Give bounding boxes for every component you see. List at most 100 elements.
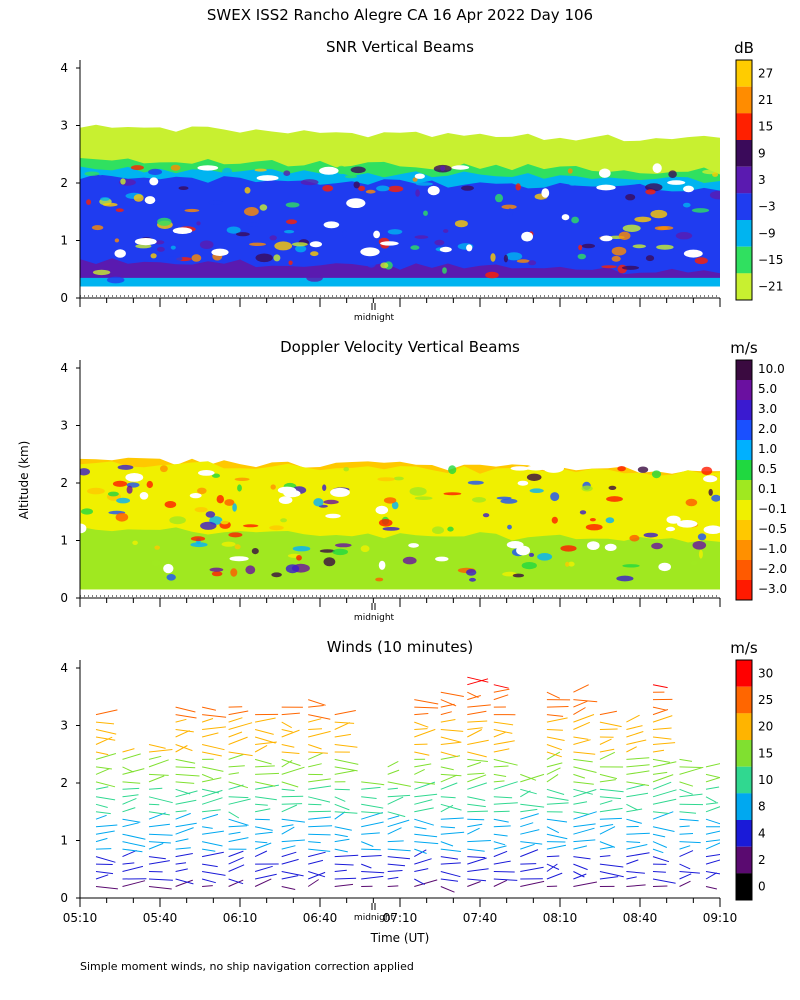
wind-barb — [414, 706, 439, 709]
wind-barb — [546, 788, 565, 795]
heatmap-cell — [232, 503, 237, 512]
heatmap-cell — [322, 185, 334, 192]
wind-barb — [255, 772, 280, 775]
colorbar-label: 3 — [758, 173, 766, 187]
wind-barb — [626, 757, 650, 760]
wind-barb — [95, 736, 116, 741]
wind-barb — [467, 868, 489, 872]
wind-barb — [652, 856, 670, 863]
wind-barb — [546, 706, 569, 708]
wind-barb — [387, 848, 411, 852]
colorbar-label: −2.0 — [758, 562, 787, 576]
wind-barb — [440, 848, 461, 852]
wind-barb — [546, 818, 568, 823]
colorbar-swatch — [736, 846, 752, 874]
wind-barb — [493, 758, 518, 766]
colorbar-swatch — [736, 440, 752, 460]
wind-barb — [467, 823, 483, 828]
wind-barb — [546, 833, 568, 840]
wind-barb — [626, 818, 642, 824]
wind-barb — [546, 717, 568, 723]
wind-barb — [573, 699, 598, 703]
heatmap-cell — [650, 209, 668, 219]
wind-barb — [573, 714, 595, 723]
heatmap-cell — [269, 525, 284, 531]
wind-barb — [493, 781, 518, 790]
colorbar-label: 9 — [758, 146, 766, 160]
wind-barb — [175, 718, 187, 723]
wind-barb — [705, 886, 718, 890]
y-tick-label: 2 — [60, 476, 68, 490]
wind-barb — [361, 811, 383, 814]
wind-barb — [201, 841, 223, 847]
wind-barb — [254, 736, 276, 744]
wind-barb — [546, 872, 563, 880]
heatmap-gap — [211, 248, 229, 256]
colorbar-swatch — [736, 246, 752, 274]
wind-barb — [228, 878, 244, 885]
wind-barb — [255, 784, 279, 790]
heatmap-cell — [377, 477, 396, 482]
colorbar-swatch — [736, 360, 752, 380]
wind-barb — [281, 839, 305, 843]
heatmap-cell — [442, 267, 447, 274]
heatmap-cell — [170, 245, 176, 250]
heatmap-cell — [466, 569, 477, 576]
wind-barb — [414, 721, 429, 728]
heatmap-cell — [150, 253, 157, 259]
colorbar-swatch — [736, 420, 752, 440]
wind-barb — [334, 854, 359, 858]
heatmap-cell — [415, 189, 420, 197]
wind-barb — [652, 749, 665, 753]
x-tick-label: 06:10 — [223, 911, 258, 925]
wind-barb — [175, 799, 197, 805]
wind-barb — [493, 825, 511, 828]
colorbar-swatch — [736, 713, 752, 740]
heatmap-gap — [466, 244, 473, 252]
wind-barb — [705, 854, 720, 858]
wind-barb — [573, 684, 589, 693]
heatmap-cell — [234, 477, 250, 481]
heatmap-cell — [434, 239, 445, 246]
heatmap-cell — [380, 262, 389, 269]
wind-barb — [573, 758, 593, 763]
wind-barb — [281, 729, 293, 733]
wind-barb — [175, 781, 195, 784]
heatmap-cell — [342, 229, 347, 238]
heatmap-gap — [677, 520, 698, 528]
heatmap-cell — [335, 543, 352, 548]
colorbar-swatch — [736, 400, 752, 420]
wind-barb — [228, 811, 240, 819]
wind-barb — [122, 848, 143, 853]
wind-barb — [95, 886, 118, 890]
y-tick-label: 4 — [60, 661, 68, 675]
wind-barb — [546, 863, 558, 872]
heatmap-cell — [376, 185, 390, 192]
colorbar-label: 10.0 — [758, 362, 785, 376]
wind-barb — [308, 751, 328, 754]
heatmap-cell — [236, 232, 250, 237]
wind-barb — [281, 795, 304, 798]
midnight-label: midnight — [354, 613, 395, 623]
heatmap-cell — [157, 217, 172, 226]
wind-barb — [361, 821, 384, 828]
heatmap-cell — [625, 194, 636, 201]
wind-barb — [679, 793, 703, 798]
wind-barb — [520, 843, 535, 850]
wind-barb — [255, 818, 270, 821]
wind-barb — [440, 804, 454, 813]
heatmap-cell — [146, 480, 153, 489]
heatmap-cell — [378, 519, 393, 527]
wind-barb — [387, 796, 404, 805]
wind-barb — [493, 740, 515, 745]
wind-barb — [652, 848, 664, 854]
heatmap-cell — [288, 260, 293, 266]
heatmap-cell — [709, 190, 720, 200]
wind-barb — [387, 819, 410, 828]
colorbar-label: 4 — [758, 826, 766, 840]
wind-barb — [652, 742, 676, 745]
heatmap-cell — [667, 501, 675, 510]
heatmap-cell — [645, 255, 655, 262]
wind-barb — [308, 699, 326, 706]
